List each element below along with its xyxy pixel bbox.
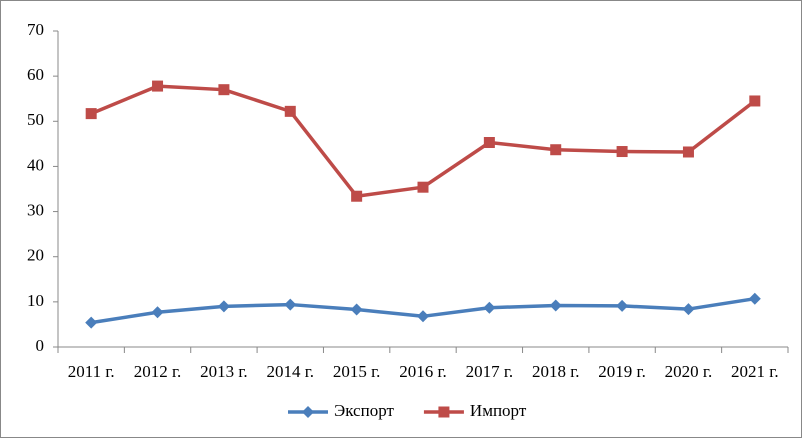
y-tick-label: 30 xyxy=(27,200,44,219)
y-tick-label: 60 xyxy=(27,65,44,84)
x-tick-label: 2016 г. xyxy=(399,362,447,381)
data-point xyxy=(682,303,695,316)
data-point xyxy=(417,310,429,323)
data-point xyxy=(550,144,562,156)
data-point xyxy=(350,303,363,316)
data-point xyxy=(483,301,496,314)
legend-label: Импорт xyxy=(470,401,527,420)
y-tick-label: 70 xyxy=(27,20,44,39)
x-tick-label: 2019 г. xyxy=(598,362,646,381)
x-tick-label: 2014 г. xyxy=(266,362,314,381)
data-point xyxy=(616,146,628,158)
data-point xyxy=(749,95,761,107)
x-tick-label: 2012 г. xyxy=(134,362,182,381)
data-point xyxy=(284,298,297,311)
legend-label: Экспорт xyxy=(334,401,394,420)
x-tick-label: 2020 г. xyxy=(665,362,713,381)
y-tick-label: 20 xyxy=(27,246,44,265)
data-point xyxy=(483,137,495,149)
y-tick-label: 50 xyxy=(27,110,44,129)
x-tick-label: 2021 г. xyxy=(731,362,779,381)
data-point xyxy=(417,181,429,193)
data-point xyxy=(284,105,296,117)
data-point xyxy=(151,306,164,319)
legend-marker xyxy=(302,406,314,418)
x-tick-label: 2017 г. xyxy=(466,362,514,381)
data-point xyxy=(549,299,562,312)
y-tick-label: 40 xyxy=(27,155,44,174)
data-point xyxy=(748,292,761,305)
x-tick-label: 2013 г. xyxy=(200,362,248,381)
data-point xyxy=(351,190,363,202)
data-point xyxy=(85,316,98,329)
x-tick-label: 2011 г. xyxy=(68,362,115,381)
data-point xyxy=(85,108,97,120)
data-point xyxy=(616,299,629,312)
y-tick-label: 10 xyxy=(27,291,44,310)
x-tick-label: 2018 г. xyxy=(532,362,580,381)
legend-marker xyxy=(438,406,450,418)
data-point xyxy=(682,146,694,158)
data-point xyxy=(218,84,230,96)
data-point xyxy=(217,300,230,313)
x-tick-label: 2015 г. xyxy=(333,362,381,381)
y-tick-label: 0 xyxy=(36,336,45,355)
data-point xyxy=(152,80,164,92)
